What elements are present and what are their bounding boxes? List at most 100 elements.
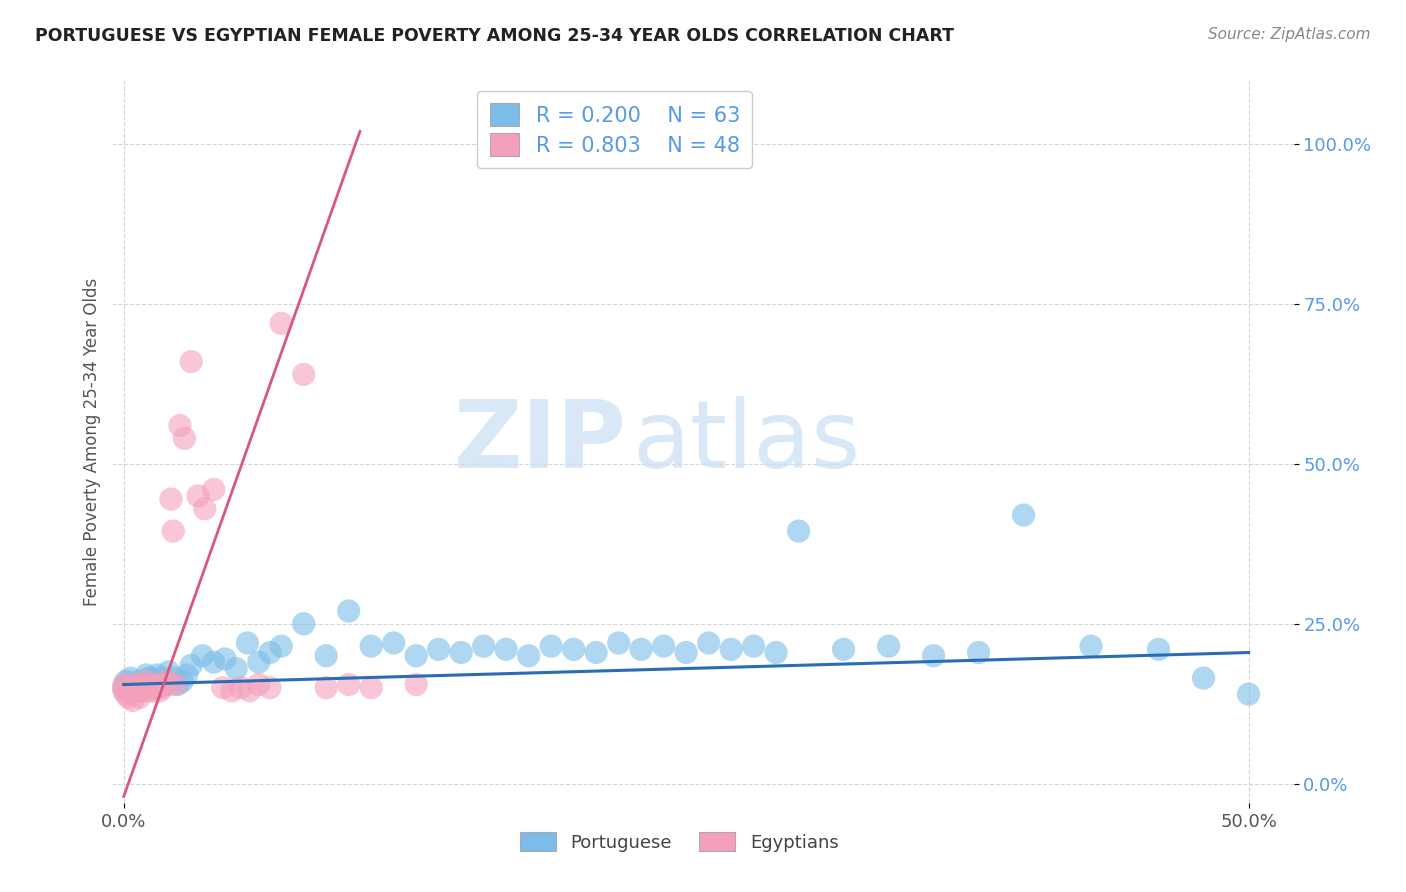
Point [607, 636, 630, 650]
Point [124, 684, 146, 698]
Point [115, 674, 138, 689]
Point [360, 639, 382, 653]
Point [229, 681, 252, 695]
Point [153, 674, 176, 689]
Point [146, 681, 169, 695]
Text: atlas: atlas [633, 395, 860, 488]
Point [585, 646, 607, 660]
Point [112, 681, 135, 695]
Point [180, 658, 202, 673]
Point [214, 652, 236, 666]
Point [967, 646, 990, 660]
Y-axis label: Female Poverty Among 25-34 Year Olds: Female Poverty Among 25-34 Year Olds [83, 277, 101, 606]
Text: Source: ZipAtlas.com: Source: ZipAtlas.com [1208, 27, 1371, 42]
Point [180, 354, 202, 368]
Point [1192, 671, 1215, 685]
Point [652, 639, 675, 653]
Point [202, 483, 225, 497]
Point [259, 681, 281, 695]
Point [124, 677, 146, 691]
Point [405, 677, 427, 691]
Point [143, 677, 166, 691]
Point [922, 648, 945, 663]
Point [127, 681, 149, 695]
Point [742, 639, 765, 653]
Point [117, 690, 139, 705]
Point [120, 687, 142, 701]
Point [270, 639, 292, 653]
Text: PORTUGUESE VS EGYPTIAN FEMALE POVERTY AMONG 25-34 YEAR OLDS CORRELATION CHART: PORTUGUESE VS EGYPTIAN FEMALE POVERTY AM… [35, 27, 955, 45]
Point [120, 671, 142, 685]
Point [247, 655, 270, 669]
Point [121, 693, 143, 707]
Point [166, 677, 188, 691]
Point [270, 316, 292, 330]
Point [337, 604, 360, 618]
Point [127, 681, 149, 695]
Point [202, 655, 225, 669]
Point [337, 677, 360, 691]
Point [236, 636, 259, 650]
Point [211, 681, 233, 695]
Point [1080, 639, 1102, 653]
Point [472, 639, 495, 653]
Point [194, 501, 217, 516]
Point [405, 648, 427, 663]
Point [187, 489, 209, 503]
Point [382, 636, 405, 650]
Point [135, 674, 157, 689]
Point [832, 642, 855, 657]
Point [239, 684, 262, 698]
Point [132, 677, 155, 691]
Point [165, 677, 187, 691]
Point [1147, 642, 1170, 657]
Point [630, 642, 652, 657]
Point [765, 646, 787, 660]
Point [150, 681, 173, 695]
Legend: Portuguese, Egyptians: Portuguese, Egyptians [513, 825, 846, 859]
Point [675, 646, 697, 660]
Point [117, 684, 139, 698]
Point [138, 671, 160, 685]
Point [131, 684, 153, 698]
Point [540, 639, 562, 653]
Point [128, 674, 150, 689]
Point [115, 681, 138, 695]
Point [172, 674, 194, 689]
Point [259, 646, 281, 660]
Point [720, 642, 742, 657]
Point [450, 646, 472, 660]
Point [120, 681, 142, 695]
Point [128, 690, 150, 705]
Point [315, 681, 337, 695]
Point [173, 431, 195, 445]
Point [360, 681, 382, 695]
Point [135, 668, 157, 682]
Point [787, 524, 810, 538]
Point [225, 661, 247, 675]
Point [146, 668, 169, 682]
Point [138, 684, 160, 698]
Point [139, 677, 162, 691]
Point [315, 648, 337, 663]
Point [1012, 508, 1035, 522]
Point [292, 368, 315, 382]
Point [877, 639, 900, 653]
Point [292, 616, 315, 631]
Point [155, 674, 177, 689]
Point [427, 642, 450, 657]
Point [124, 677, 146, 691]
Point [117, 677, 139, 691]
Point [562, 642, 585, 657]
Point [157, 677, 180, 691]
Point [121, 684, 143, 698]
Point [1237, 687, 1260, 701]
Point [150, 677, 173, 691]
Point [169, 418, 191, 433]
Point [247, 677, 270, 691]
Point [162, 524, 184, 538]
Point [142, 674, 165, 689]
Point [162, 671, 184, 685]
Point [115, 687, 138, 701]
Point [131, 684, 153, 698]
